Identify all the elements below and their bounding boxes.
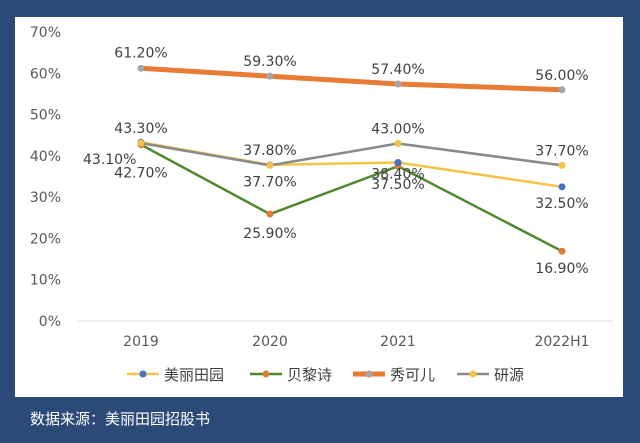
x-tick-label: 2021 xyxy=(380,334,416,350)
data-point xyxy=(558,247,566,255)
data-point xyxy=(266,72,274,80)
data-label: 43.30% xyxy=(114,121,167,137)
data-label: 37.70% xyxy=(243,174,296,190)
y-tick-label: 20% xyxy=(30,231,61,247)
legend-label: 贝黎诗 xyxy=(287,366,332,384)
data-point xyxy=(266,210,274,218)
data-label: 16.90% xyxy=(535,261,588,277)
data-point xyxy=(394,139,402,147)
y-tick-label: 60% xyxy=(30,66,61,82)
data-label: 61.20% xyxy=(114,45,167,61)
data-label: 57.40% xyxy=(371,62,424,78)
data-label: 37.70% xyxy=(535,143,588,159)
data-point xyxy=(394,80,402,88)
y-tick-label: 40% xyxy=(30,149,61,165)
x-tick-label: 2019 xyxy=(123,334,159,350)
data-label: 42.70% xyxy=(114,166,167,182)
data-point xyxy=(394,158,402,166)
legend-marker xyxy=(365,370,373,378)
series-line xyxy=(140,141,563,167)
series-line xyxy=(140,143,563,253)
data-label: 32.50% xyxy=(535,196,588,212)
data-label: 25.90% xyxy=(243,226,296,242)
legend-label: 研源 xyxy=(494,366,524,384)
x-tick-label: 2020 xyxy=(252,334,288,350)
y-tick-label: 70% xyxy=(30,25,61,41)
legend-marker xyxy=(262,370,270,378)
data-label: 43.10% xyxy=(83,152,136,168)
line-chart: 0% 10% 20% 30% 40% 50% 60% 70% 2019 2020 2021 2022H… xyxy=(30,25,613,384)
y-tick-label: 0% xyxy=(39,314,61,330)
y-tick-label: 30% xyxy=(30,190,61,206)
legend-marker xyxy=(139,370,147,378)
data-label: 37.80% xyxy=(243,143,296,159)
y-tick-label: 50% xyxy=(30,108,61,124)
series-line xyxy=(140,65,563,93)
data-source-note: 数据来源：美丽田园招股书 xyxy=(30,410,211,428)
data-point xyxy=(558,183,566,191)
data-label: 38.40% xyxy=(371,166,424,182)
data-point xyxy=(558,161,566,169)
y-tick-label: 10% xyxy=(30,273,61,289)
legend-marker xyxy=(469,370,477,378)
data-label: 56.00% xyxy=(535,68,588,84)
legend-label: 秀可儿 xyxy=(390,366,435,384)
chart-panel: 0% 10% 20% 30% 40% 50% 60% 70% 2019 2020 2021 2022H… xyxy=(15,17,623,397)
series-line xyxy=(140,140,563,189)
data-point xyxy=(266,161,274,169)
data-label: 37.50% xyxy=(371,177,424,193)
x-tick-label: 2022H1 xyxy=(534,334,589,350)
data-point xyxy=(137,64,145,72)
legend-label: 美丽田园 xyxy=(164,366,224,384)
data-point xyxy=(558,86,566,94)
data-point xyxy=(137,139,145,147)
data-label: 43.00% xyxy=(371,121,424,137)
data-label: 59.30% xyxy=(243,54,296,70)
